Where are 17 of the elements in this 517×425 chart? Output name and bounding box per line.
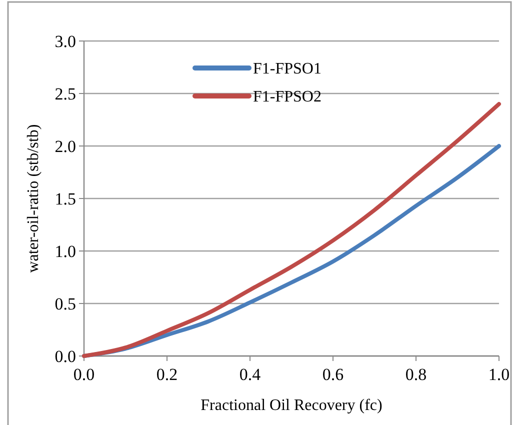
legend-label: F1-FPSO2 [253, 88, 322, 106]
y-tick-label: 1.0 [54, 242, 76, 261]
y-tick-label: 1.5 [54, 189, 76, 208]
y-tick-label: 0.0 [54, 346, 76, 366]
x-tick-label: 0.6 [322, 365, 344, 384]
x-axis-title: Fractional Oil Recovery (fc) [200, 397, 382, 414]
x-tick-label: 1.0 [488, 365, 510, 384]
x-tick-label: 0.2 [156, 365, 178, 384]
y-tick-label: 3.0 [54, 32, 76, 51]
legend-label: F1-FPSO1 [253, 60, 322, 78]
y-tick-label: 2.0 [54, 136, 76, 156]
y-tick-label: 2.5 [54, 84, 76, 104]
y-axis-title: water-oil-ratio (stb/stb) [25, 124, 42, 273]
x-tick-label: 0.8 [405, 365, 427, 384]
x-tick-label: 0.4 [239, 365, 262, 384]
x-tick-label: 0.0 [73, 365, 95, 384]
y-tick-label: 0.5 [54, 294, 76, 314]
